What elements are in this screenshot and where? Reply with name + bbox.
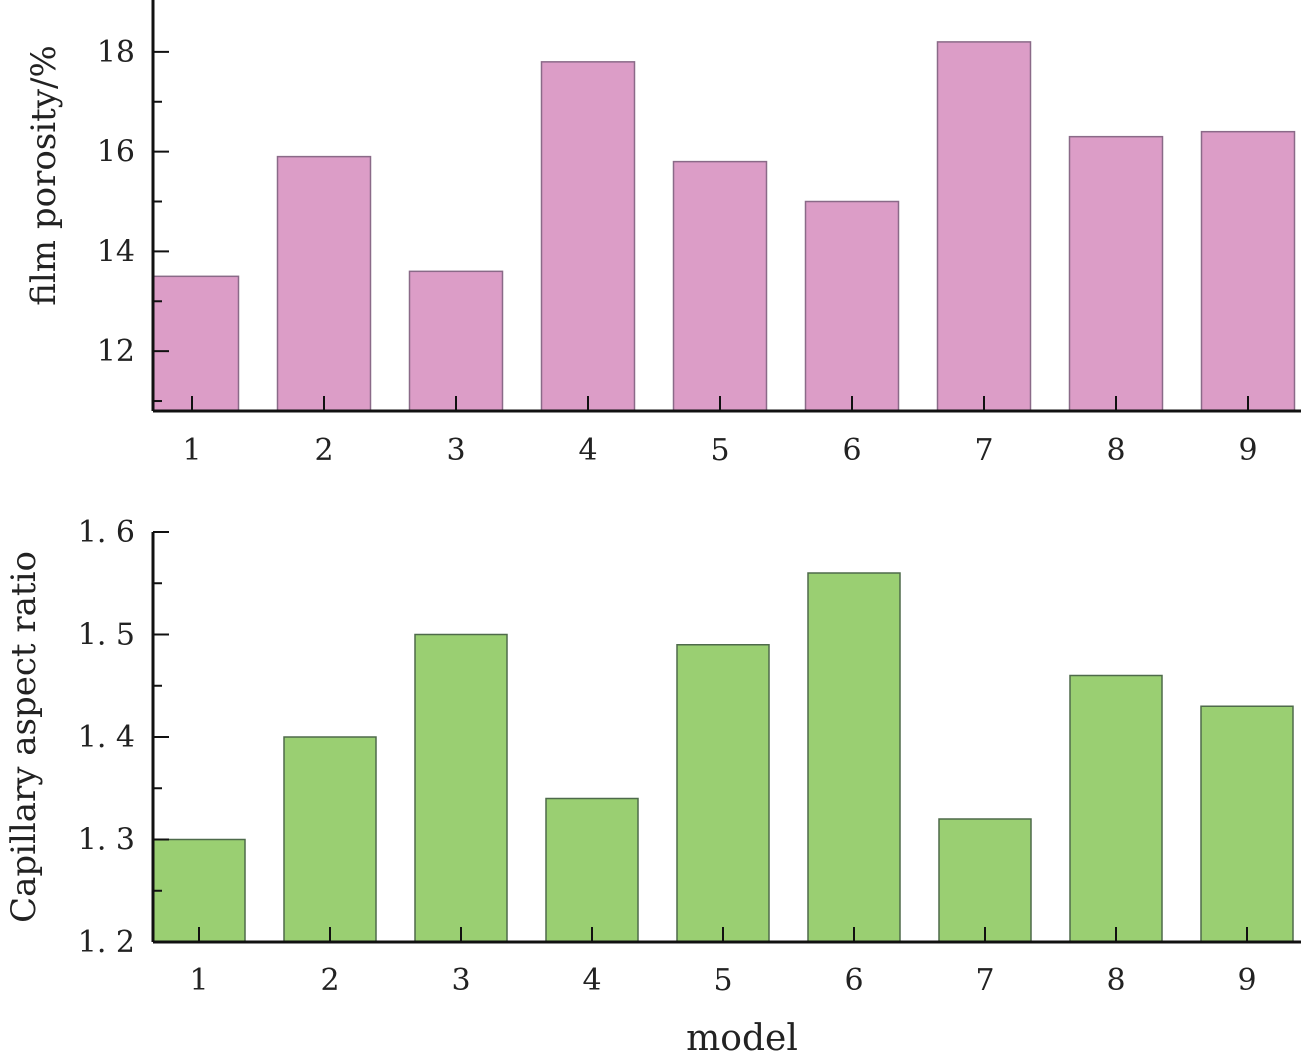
x-tick-label: 8 xyxy=(1106,433,1125,468)
aspect-ratio-panel: 1 2 3 4 5 6 7 8 9 1. 2 1. 3 1. 4 1. 5 1. 6 Capillary a… xyxy=(4,515,1301,1059)
y-tick-label: 18 xyxy=(97,35,135,70)
x-tick-label: 6 xyxy=(844,963,863,998)
bar-model-1 xyxy=(153,838,246,942)
x-tick-label: 9 xyxy=(1237,963,1256,998)
y-tick-label: 1. 2 xyxy=(78,925,135,960)
x-tick-label: 1 xyxy=(189,963,208,998)
bar-model-4 xyxy=(545,797,639,942)
y-tick-label: 1. 3 xyxy=(78,823,135,858)
x-tick-label: 3 xyxy=(446,433,465,468)
bar-model-3 xyxy=(408,270,504,411)
x-tick-label: 5 xyxy=(713,963,732,998)
bar-model-6 xyxy=(807,572,901,942)
bar-model-4 xyxy=(540,61,636,411)
x-tick-label: 2 xyxy=(320,963,339,998)
bar-model-1 xyxy=(153,275,240,411)
x-tick-label: 2 xyxy=(314,433,333,468)
x-axis-label: model xyxy=(686,1018,798,1059)
bars xyxy=(153,41,1296,411)
bar-model-2 xyxy=(283,736,377,942)
y-tick-label: 1. 6 xyxy=(78,515,135,550)
y-tick-label: 1. 5 xyxy=(78,618,135,653)
x-tick-label: 7 xyxy=(974,433,993,468)
x-tick-label: 8 xyxy=(1106,963,1125,998)
bar-model-7 xyxy=(936,41,1032,411)
bar-model-7 xyxy=(938,818,1032,942)
x-tick-label: 1 xyxy=(182,433,201,468)
bar-model-6 xyxy=(804,200,900,411)
x-tick-label: 7 xyxy=(975,963,994,998)
x-tick-label: 5 xyxy=(710,433,729,468)
x-tick-label: 9 xyxy=(1238,433,1257,468)
x-tick-label: 3 xyxy=(451,963,470,998)
bars xyxy=(153,572,1294,942)
bar-model-5 xyxy=(676,644,770,942)
y-tick-label: 16 xyxy=(97,135,135,170)
bar-model-5 xyxy=(672,160,768,411)
x-tick-label: 6 xyxy=(842,433,861,468)
y-tick-label: 12 xyxy=(97,334,135,369)
x-tick-label: 4 xyxy=(582,963,601,998)
bar-model-9 xyxy=(1200,705,1294,942)
bar-model-9 xyxy=(1200,130,1296,411)
y-axis-label: Capillary aspect ratio xyxy=(4,551,44,923)
bar-model-8 xyxy=(1069,674,1163,942)
x-tick-label: 4 xyxy=(578,433,597,468)
y-tick-label: 14 xyxy=(97,234,135,269)
bar-model-2 xyxy=(276,155,372,411)
y-tick-label: 1. 4 xyxy=(78,720,135,755)
bar-model-8 xyxy=(1068,135,1164,411)
bar-model-3 xyxy=(414,633,508,942)
y-axis-label: film porosity/% xyxy=(24,45,64,306)
